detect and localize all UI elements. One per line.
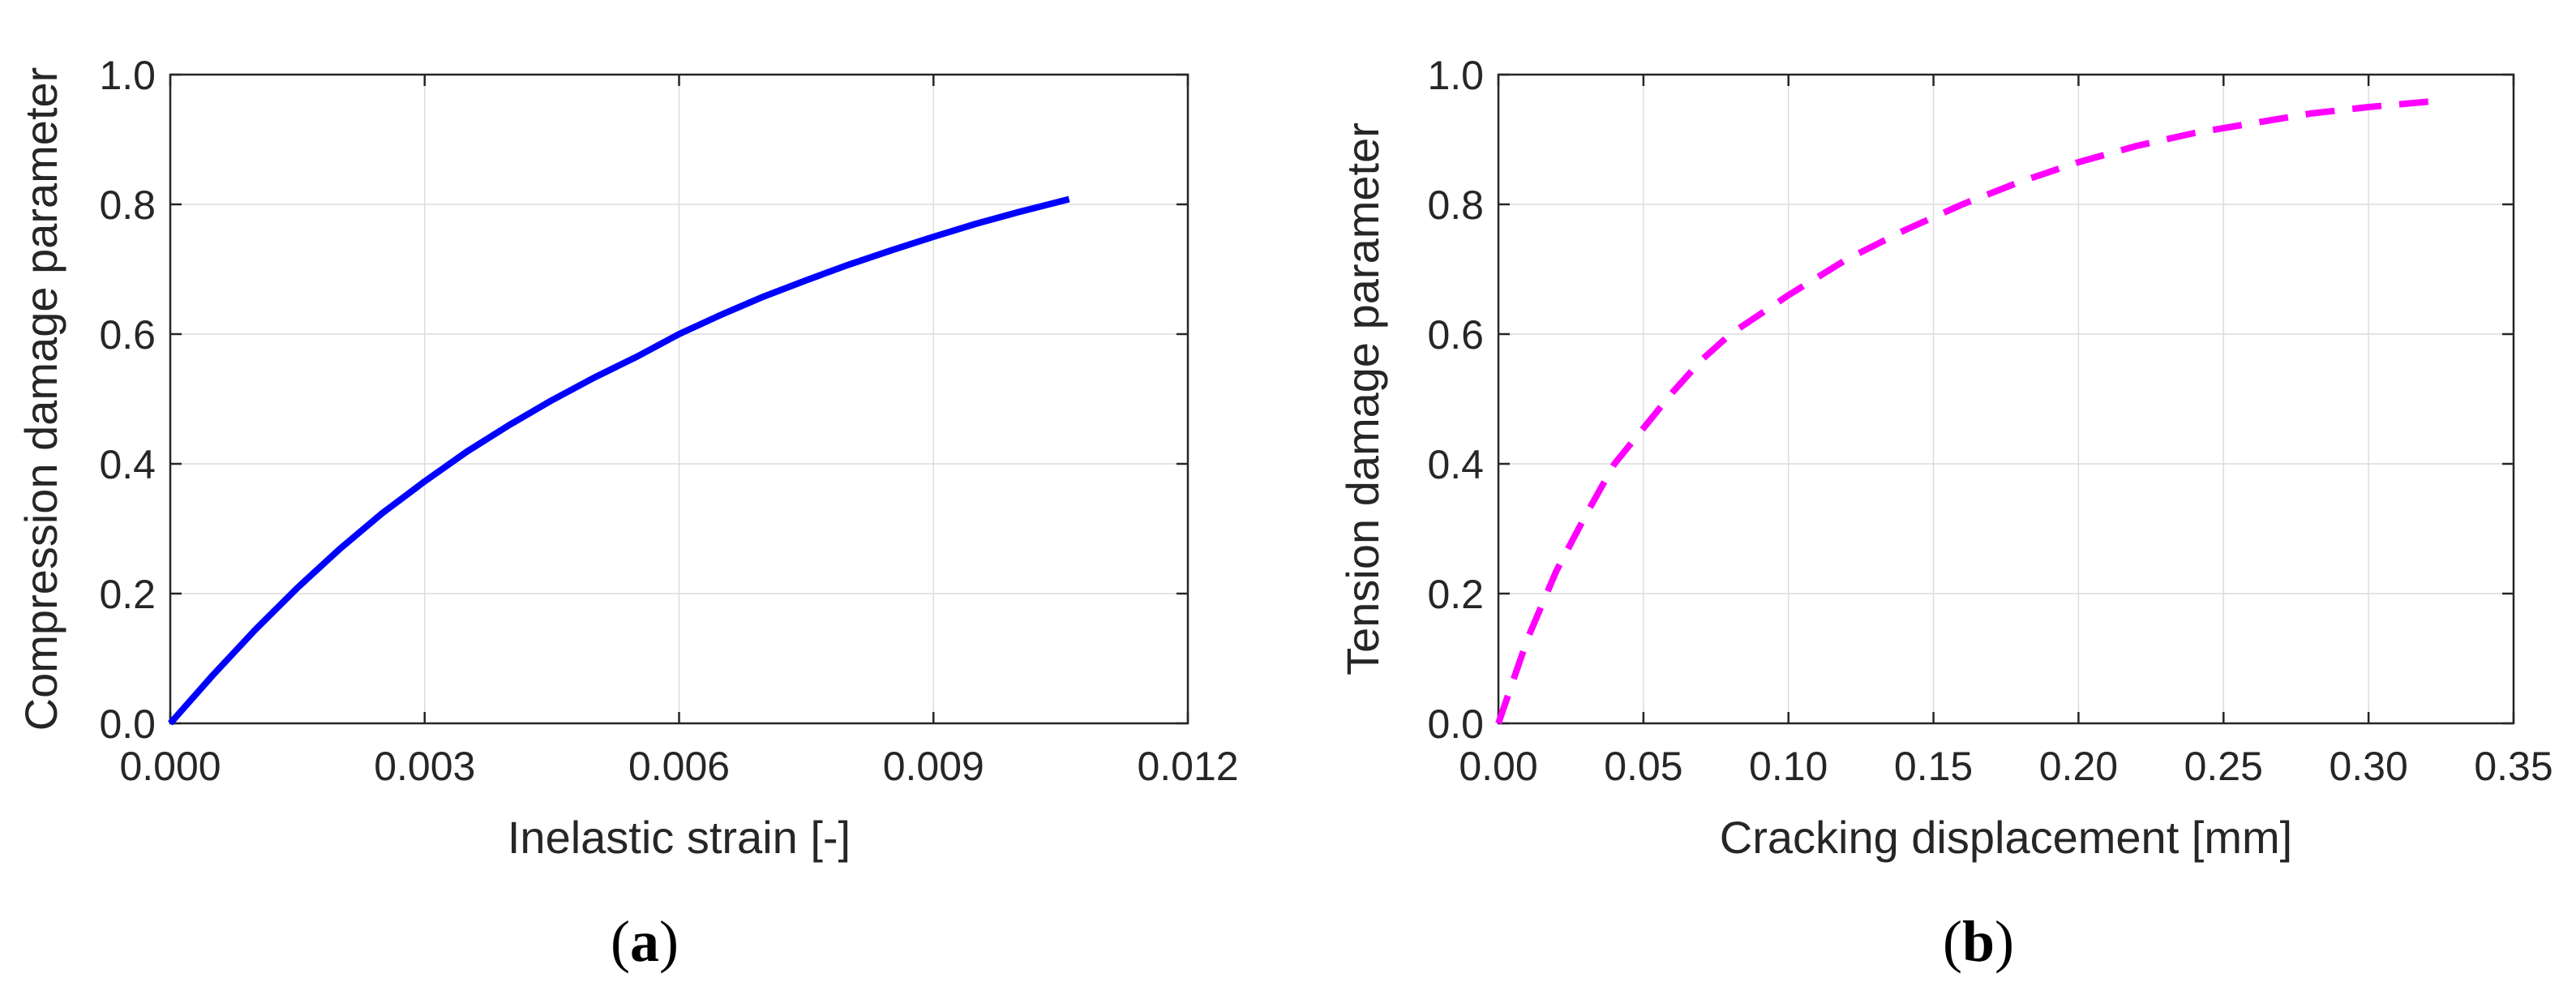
x-axis-label: Inelastic strain [-] [508, 812, 851, 863]
y-axis-label: Compression damage parameter [15, 67, 66, 731]
y-tick-label: 0.8 [1427, 182, 1484, 228]
x-tick-label: 0.05 [1604, 744, 1682, 789]
x-axis-label: Cracking displacement [mm] [1720, 812, 2292, 863]
y-tick-label: 0.6 [99, 312, 156, 358]
panel-label-paren-open: ( [1943, 909, 1962, 974]
y-tick-label: 0.6 [1427, 312, 1484, 358]
x-tick-label: 0.006 [628, 744, 730, 789]
x-tick-label: 0.012 [1137, 744, 1238, 789]
y-tick-label: 0.0 [99, 701, 156, 747]
y-tick-label: 0.4 [99, 442, 156, 487]
x-tick-label: 0.00 [1459, 744, 1537, 789]
panel-label-paren-open: ( [611, 909, 630, 974]
x-tick-label: 0.35 [2474, 744, 2552, 789]
y-tick-label: 0.0 [1427, 701, 1484, 747]
x-tick-label: 0.10 [1749, 744, 1828, 789]
series-line-a-0 [168, 195, 1070, 726]
y-axis-label: Tension damage parameter [1337, 122, 1388, 675]
y-tick-label: 1.0 [99, 53, 156, 98]
panel-label-letter: a [630, 909, 659, 974]
x-tick-label: 0.000 [119, 744, 221, 789]
x-tick-label: 0.30 [2329, 744, 2407, 789]
panel-label-paren-close: ) [1995, 909, 2014, 974]
x-tick-label: 0.25 [2184, 744, 2263, 789]
x-tick-label: 0.15 [1894, 744, 1973, 789]
panel-label-paren-close: ) [659, 909, 679, 974]
chart-panel-a: 0.000 0.003 0.006 0.009 0.012 0.0 0.2 0.4 0.6 0.8… [15, 53, 1239, 974]
series-line-b-0 [1495, 97, 2441, 725]
panel-label-letter: b [1962, 909, 1995, 974]
y-tick-label: 1.0 [1427, 53, 1484, 98]
y-tick-label: 0.2 [99, 572, 156, 617]
y-tick-label: 0.8 [99, 182, 156, 228]
y-tick-label: 0.2 [1427, 572, 1484, 617]
panel-label-a: (a) [611, 909, 679, 974]
x-tick-label: 0.003 [374, 744, 475, 789]
axes-box [1497, 73, 2515, 725]
y-tick-label: 0.4 [1427, 442, 1484, 487]
x-tick-label: 0.009 [883, 744, 984, 789]
x-tick-label: 0.20 [2039, 744, 2118, 789]
panel-label-b: (b) [1943, 909, 2014, 974]
chart-panel-b: 0.00 0.05 0.10 0.15 0.20 0.25 0.30 0.35 0.0 0.2 0.… [1337, 53, 2553, 974]
